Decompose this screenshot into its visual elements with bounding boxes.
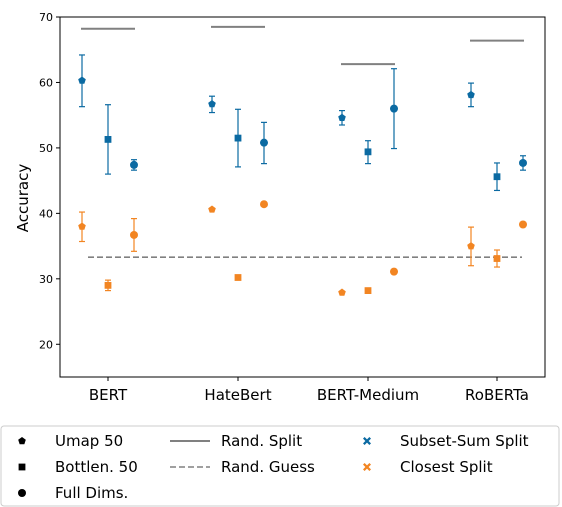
legend-label: Umap 50: [55, 432, 123, 450]
data-point: [260, 138, 268, 147]
plot-area: 20 30 40 50 60 70 BERT HateBert BERT-Medium RoBER…: [39, 11, 546, 404]
legend-marker: [363, 463, 371, 471]
legend: Umap 50 Bottlen. 50 Full Dims. Rand. Split R…: [0, 425, 560, 507]
y-tick-label: 50: [39, 142, 53, 155]
data-point: [467, 90, 475, 99]
data-point: [104, 136, 112, 143]
legend-item: Bottlen. 50: [18, 458, 138, 476]
data-point: [130, 230, 138, 239]
data-point: [78, 222, 86, 230]
y-tick-label: 60: [39, 76, 53, 89]
data-point: [260, 200, 268, 209]
x-category-label: BERT: [89, 386, 128, 404]
data-point: [104, 281, 112, 289]
y-tick-label: 20: [39, 338, 53, 351]
data-point: [338, 113, 346, 122]
data-point: [467, 242, 475, 250]
legend-label: Rand. Guess: [221, 458, 315, 476]
legend-box: [0, 425, 560, 507]
data-point: [130, 160, 138, 169]
y-tick-label: 70: [39, 11, 53, 24]
legend-item: Rand. Guess: [170, 458, 315, 476]
legend-label: Closest Split: [400, 458, 493, 476]
x-category-label: RoBERTa: [465, 386, 529, 404]
legend-item: Subset-Sum Split: [363, 432, 529, 450]
legend-item: Closest Split: [363, 458, 493, 476]
data-point: [493, 173, 501, 181]
legend-marker: [363, 437, 371, 445]
legend-label: Rand. Split: [221, 432, 302, 450]
legend-label: Subset-Sum Split: [400, 432, 529, 450]
data-point: [493, 255, 501, 262]
legend-item: Umap 50: [18, 432, 123, 450]
data-point: [208, 100, 216, 108]
data-point: [234, 134, 242, 142]
data-point: [364, 148, 372, 156]
data-point: [208, 205, 216, 213]
data-point: [390, 267, 398, 276]
legend-item: Full Dims.: [18, 484, 128, 502]
data-point: [338, 288, 346, 296]
data-point: [234, 274, 242, 281]
data-point: [519, 220, 527, 229]
plot-frame: [59, 16, 546, 378]
y-tick-label: 30: [39, 273, 53, 286]
x-category-label: BERT-Medium: [317, 386, 419, 404]
data-point: [78, 76, 86, 84]
legend-marker: [18, 463, 26, 471]
y-axis-title: Accuracy: [14, 164, 32, 233]
legend-item: Rand. Split: [170, 432, 302, 450]
x-category-label: HateBert: [204, 386, 271, 404]
data-point: [390, 104, 398, 113]
y-tick-label: 40: [39, 207, 53, 220]
data-point: [364, 287, 372, 294]
legend-marker: [18, 437, 26, 445]
data-point: [519, 158, 527, 167]
legend-label: Bottlen. 50: [55, 458, 138, 476]
legend-label: Full Dims.: [55, 484, 128, 502]
legend-marker: [18, 489, 26, 497]
